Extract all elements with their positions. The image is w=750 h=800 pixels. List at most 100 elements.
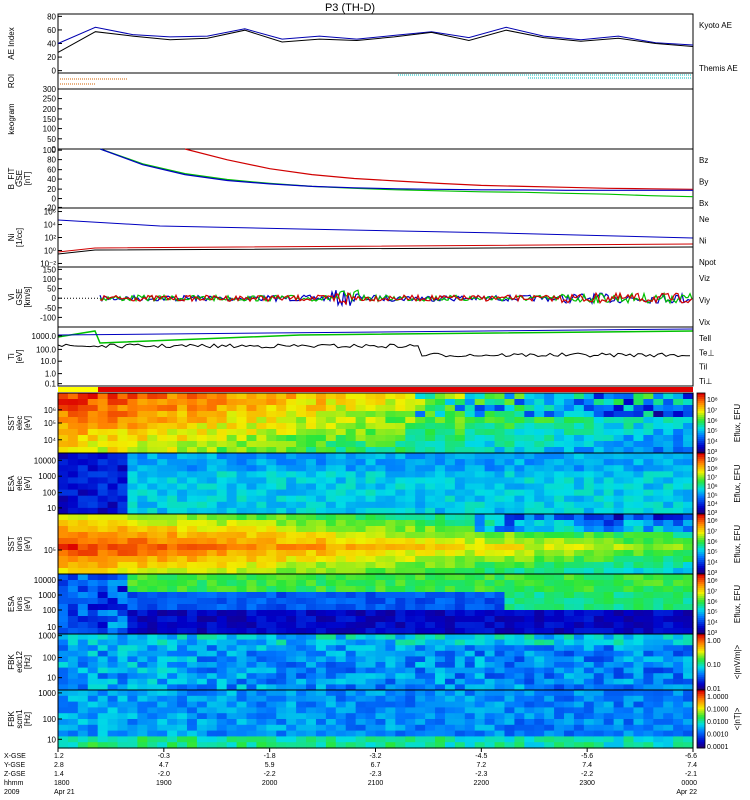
spectrogram-cell [683, 586, 694, 593]
spectrogram-cell [623, 592, 635, 599]
y-tick-label: 60 [47, 166, 56, 175]
spectrogram-cell [77, 495, 89, 503]
spectrogram-cell [87, 650, 99, 657]
spectrogram-cell [425, 459, 436, 466]
spectrogram-cell [385, 736, 396, 743]
colorbar-cell [697, 461, 705, 464]
spectrogram-cell [573, 730, 585, 737]
spectrogram-cell [653, 562, 664, 569]
spectrogram-cell [345, 459, 357, 466]
spectrogram-cell [415, 667, 426, 674]
spectrogram-cell [67, 405, 79, 412]
spectrogram-cell [276, 405, 287, 412]
spectrogram-cell [375, 550, 387, 557]
spectrogram-cell [534, 701, 545, 708]
spectrogram-cell [544, 598, 555, 605]
spectrogram-cell [583, 459, 595, 466]
spectrogram-cell [415, 459, 426, 466]
spectrogram-cell [246, 532, 258, 539]
spectrogram-cell [603, 435, 615, 442]
spectrogram-cell [216, 459, 228, 466]
spectrogram-cell [395, 465, 406, 472]
spectrogram-cell [67, 562, 79, 569]
spectrogram-cell [464, 736, 476, 743]
spectrogram-cell [653, 616, 664, 623]
spectrogram-cell [573, 514, 585, 521]
spectrogram-cell [355, 695, 367, 703]
spectrogram-cell [593, 684, 605, 691]
spectrogram-cell [365, 399, 377, 406]
spectrogram-cell [345, 562, 357, 569]
spectrogram-cell [365, 707, 377, 714]
spectrogram-cell [266, 477, 277, 485]
spectrogram-cell [474, 538, 486, 545]
spectrogram-cell [603, 495, 615, 503]
spectrogram-cell [683, 719, 694, 726]
spectrogram-cell [147, 489, 158, 497]
colorbar-cell [697, 534, 705, 537]
spectrogram-cell [454, 538, 466, 545]
spectrogram-cell [444, 477, 456, 485]
spectrogram-cell [306, 656, 317, 663]
spectrogram-cell [514, 520, 525, 527]
spectrogram-cell [405, 713, 416, 720]
spectrogram-cell [564, 417, 575, 424]
colorbar-cell [697, 455, 705, 458]
spectrogram-cell [603, 417, 615, 424]
spectrogram-cell [87, 673, 99, 680]
spectrogram-cell [583, 684, 595, 691]
spectrogram-cell [633, 574, 644, 581]
spectrogram-cell [663, 645, 674, 652]
spectrogram-cell [385, 489, 396, 497]
spectrogram-cell [544, 701, 555, 708]
spectrogram-cell [77, 538, 89, 545]
spectrogram-cell [583, 399, 595, 406]
spectrogram-cell [484, 435, 496, 442]
spectrogram-cell [157, 639, 168, 646]
spectrogram-cell [573, 580, 585, 587]
spectrogram-cell [137, 713, 148, 720]
spectrogram-cell [286, 580, 297, 587]
spectrogram-cell [405, 736, 416, 743]
spectrogram-cell [246, 690, 258, 697]
spectrogram-cell [236, 634, 248, 641]
spectrogram-cell [87, 719, 99, 726]
spectrogram-cell [583, 435, 595, 442]
spectrogram-cell [58, 650, 69, 657]
spectrogram-cell [554, 435, 565, 442]
spectrogram-cell [673, 610, 684, 617]
spectrogram-cell [444, 742, 456, 749]
spectrogram-cell [673, 639, 684, 646]
spectrogram-cell [603, 580, 615, 587]
spectrogram-cell [435, 719, 446, 726]
spectrogram-cell [236, 592, 248, 599]
spectrogram-cell [206, 562, 218, 569]
spectrogram-cell [425, 477, 436, 485]
spectrogram-cell [583, 736, 595, 743]
spectrogram-cell [127, 736, 138, 743]
spectrogram-cell [296, 465, 307, 472]
spectrogram-cell [375, 742, 387, 749]
spectrogram-cell [444, 628, 456, 635]
spectrogram-cell [653, 634, 664, 641]
spectrogram-cell [206, 673, 218, 680]
spectrogram-cell [544, 662, 555, 669]
spectrogram-cell [157, 673, 168, 680]
spectrogram-cell [673, 544, 684, 551]
spectrogram-cell [593, 604, 605, 611]
spectrogram-cell [474, 598, 486, 605]
spectrogram-cell [375, 592, 387, 599]
spectrogram-cell [564, 393, 575, 400]
spectrogram-cell [296, 628, 307, 635]
spectrogram-cell [484, 690, 496, 697]
spectrogram-cell [385, 526, 396, 533]
spectrogram-cell [355, 639, 367, 646]
spectrogram-cell [454, 610, 466, 617]
spectrogram-cell [226, 574, 238, 581]
spectrogram-cell [395, 639, 406, 646]
spectrogram-cell [653, 489, 664, 497]
spectrogram-cell [117, 604, 129, 611]
spectrogram-cell [216, 650, 228, 657]
spectrogram-cell [177, 459, 188, 466]
spectrogram-cell [276, 678, 287, 685]
